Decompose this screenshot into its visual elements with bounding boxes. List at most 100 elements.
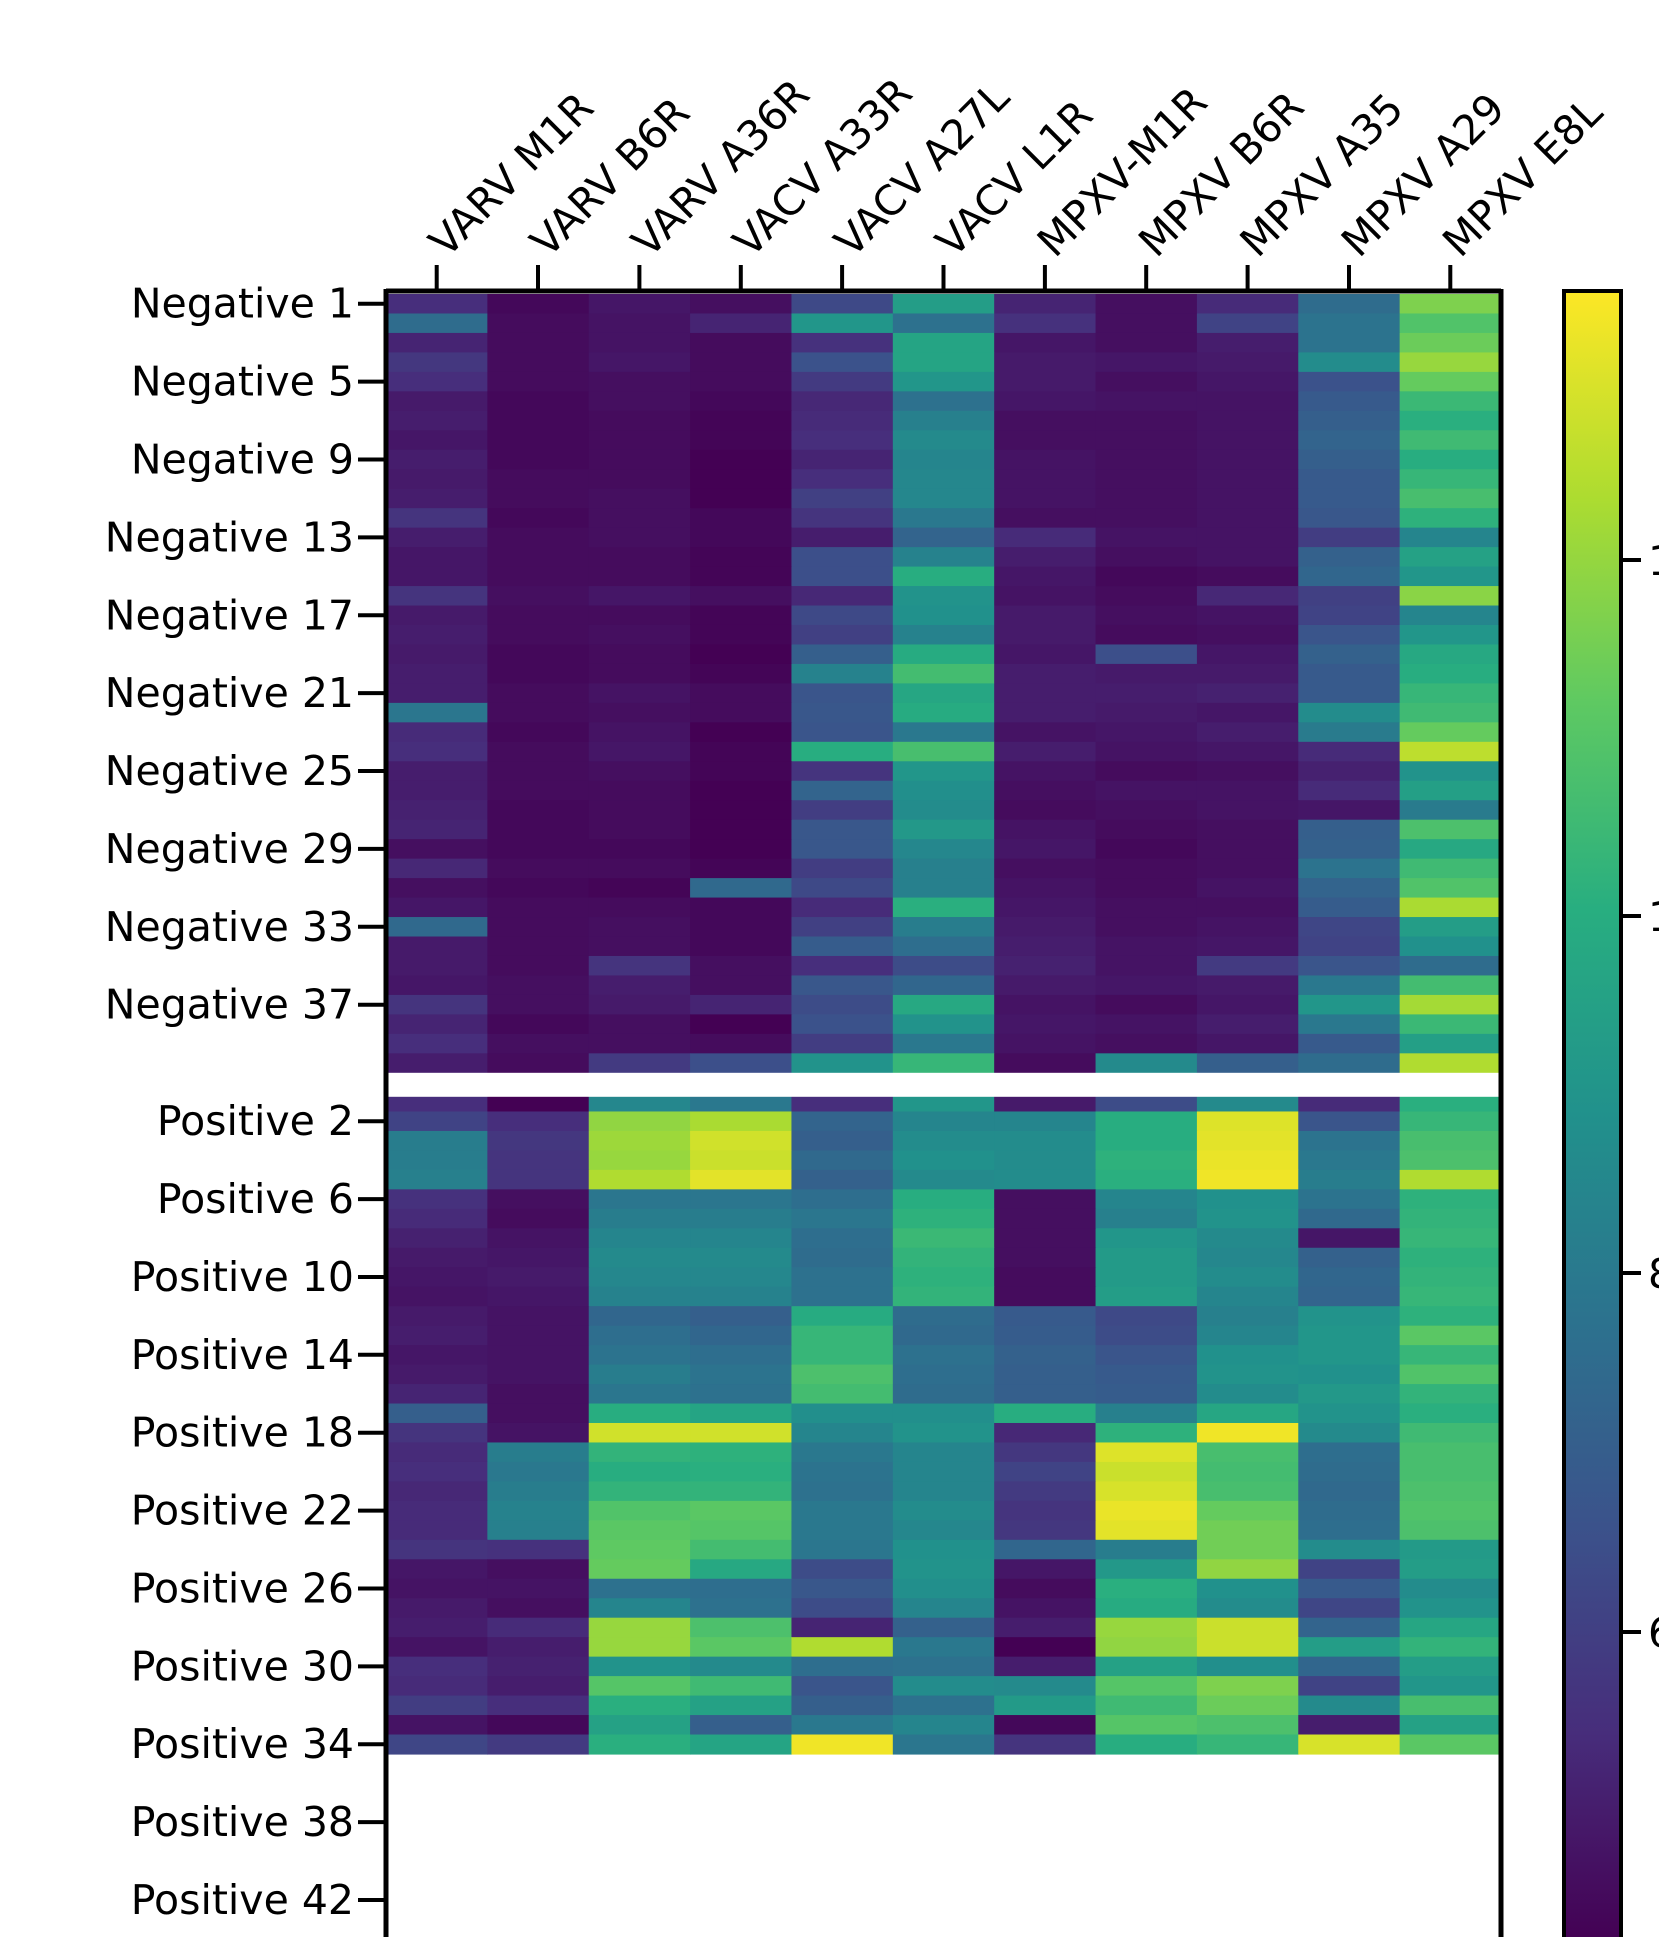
heatmap-cell [1399, 800, 1502, 821]
heatmap-cell [994, 1247, 1097, 1268]
heatmap-cell [1095, 391, 1198, 412]
heatmap-cell [1196, 1695, 1299, 1716]
heatmap-cell [588, 1247, 691, 1268]
heatmap-cell [1095, 1481, 1198, 1502]
heatmap-cell [1298, 1598, 1401, 1619]
heatmap-cell [1095, 624, 1198, 646]
heatmap-cell [386, 1306, 488, 1327]
heatmap-cell [588, 352, 691, 373]
heatmap-cell [588, 800, 691, 821]
heatmap-cell [487, 313, 590, 334]
heatmap-cell [1196, 294, 1299, 315]
heatmap-cell [1298, 1306, 1401, 1327]
heatmap-cell [1399, 878, 1502, 899]
heatmap-cell [791, 1286, 894, 1307]
heatmap-cell [690, 1169, 793, 1190]
heatmap-cell [1196, 741, 1299, 762]
heatmap-cell [386, 430, 488, 451]
heatmap-cell [892, 1539, 995, 1560]
heatmap-cell [892, 819, 995, 840]
heatmap-cell [791, 527, 894, 548]
heatmap-cell [994, 1442, 1097, 1463]
heatmap-cell [1196, 1422, 1299, 1444]
heatmap-cell [1196, 897, 1299, 918]
heatmap-cell [690, 1189, 793, 1210]
heatmap-cell [1399, 936, 1502, 957]
heatmap-cell [386, 761, 488, 782]
heatmap-cell [791, 1461, 894, 1482]
heatmap-cell [1196, 663, 1299, 684]
heatmap-cell [690, 994, 793, 1015]
heatmap-cell [588, 663, 691, 684]
heatmap-cell [386, 1345, 488, 1366]
heatmap-cell [1298, 955, 1401, 977]
heatmap-cell [994, 1578, 1097, 1599]
heatmap-cell [1399, 1130, 1502, 1152]
heatmap-cell [994, 780, 1097, 801]
heatmap-cell [690, 488, 793, 509]
heatmap-cell [791, 1384, 894, 1405]
y-tick-label: Positive 26 [131, 1565, 354, 1613]
heatmap-cell [892, 1208, 995, 1229]
heatmap-cell [1298, 897, 1401, 918]
heatmap-cell [892, 1656, 995, 1677]
heatmap-cell [1298, 1033, 1401, 1054]
heatmap-cell [690, 1033, 793, 1054]
heatmap-cell [386, 1150, 488, 1171]
heatmap-cell [690, 1403, 793, 1424]
heatmap-cell [386, 839, 488, 860]
heatmap-cell [1196, 1267, 1299, 1288]
heatmap-cell [588, 391, 691, 412]
heatmap-cell [588, 508, 691, 529]
heatmap-cell [487, 1345, 590, 1366]
heatmap-cell [690, 586, 793, 607]
y-tick-label: Negative 37 [105, 981, 354, 1029]
colorbar-tick-label: 8 [1648, 1250, 1659, 1298]
heatmap-cell [1095, 878, 1198, 899]
heatmap-cell [1196, 994, 1299, 1015]
heatmap-cell [994, 683, 1097, 704]
heatmap-cell [1095, 663, 1198, 684]
heatmap-cell [487, 1150, 590, 1171]
heatmap-cell [892, 566, 995, 587]
heatmap-cell [487, 1403, 590, 1424]
heatmap-cell [588, 761, 691, 782]
heatmap-cell [994, 586, 1097, 607]
heatmap-cell [386, 410, 488, 431]
heatmap-cell [1298, 1150, 1401, 1171]
heatmap-cell [1298, 1734, 1401, 1755]
heatmap-cell [1196, 1345, 1299, 1366]
heatmap-cell [690, 936, 793, 957]
heatmap-cell [892, 1247, 995, 1268]
heatmap-cell [487, 1578, 590, 1599]
heatmap-cell [386, 1539, 488, 1560]
heatmap-cell [386, 975, 488, 996]
heatmap-cell [386, 1500, 488, 1521]
heatmap-cell [487, 1364, 590, 1385]
heatmap-cell [487, 430, 590, 451]
heatmap-cell [1095, 1637, 1198, 1658]
heatmap-cell [487, 1053, 590, 1074]
heatmap-cell [1196, 508, 1299, 529]
heatmap-cell [487, 391, 590, 412]
heatmap-cell [1095, 644, 1198, 665]
heatmap-cell [690, 1637, 793, 1658]
heatmap-cell [1298, 1461, 1401, 1482]
heatmap-cell [994, 1481, 1097, 1502]
heatmap-cell [1196, 1130, 1299, 1152]
heatmap-cell [386, 917, 488, 938]
heatmap-cell [1399, 527, 1502, 548]
heatmap-cell [892, 1695, 995, 1716]
heatmap-cell [1399, 469, 1502, 490]
heatmap-cell [1298, 1500, 1401, 1521]
heatmap-cell [892, 488, 995, 509]
heatmap-cell [994, 1169, 1097, 1190]
heatmap-cell [690, 1325, 793, 1346]
heatmap-cell [1196, 605, 1299, 626]
heatmap-cell [690, 1598, 793, 1619]
heatmap-cell [690, 858, 793, 879]
heatmap-cell [588, 1617, 691, 1638]
heatmap-cell [892, 1345, 995, 1366]
heatmap-cell [1399, 430, 1502, 451]
heatmap-cell [994, 1422, 1097, 1444]
